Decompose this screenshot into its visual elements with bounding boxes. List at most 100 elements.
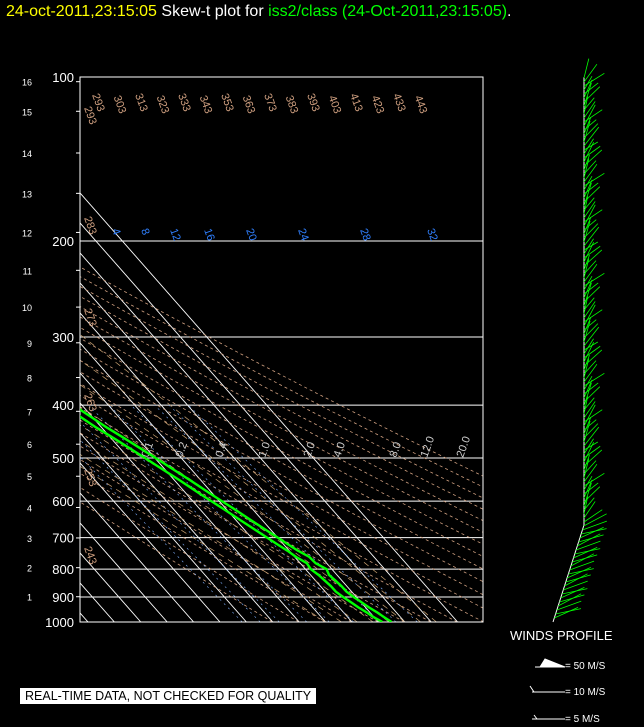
height-tick-label: 12 [22,228,32,238]
moist-adiabat [80,334,437,622]
dry-adiabat-label: 413 [347,92,365,113]
dry-adiabat-label: 443 [412,94,430,115]
wind-barb [583,454,590,471]
wind-barb [583,242,595,263]
dry-adiabat [80,501,273,622]
wind-barb [583,479,593,499]
isotherm [80,492,194,622]
wind-barb [583,254,590,271]
wind-barb [583,186,601,203]
title-end: . [507,3,512,20]
wind-barb [583,197,595,211]
wind-barb [582,520,607,531]
wind-barb [583,442,595,463]
wind-barb [583,420,591,443]
wind-barb [579,527,604,539]
wind-barb [583,441,599,451]
height-tick-label: 1 [27,593,32,603]
dry-adiabat [80,337,483,557]
winds-profile-axis [552,524,585,623]
wind-barb [566,567,591,579]
title-timestamp: 24-oct-2011,23:15:05 [6,3,157,20]
moist-adiabat [80,384,406,622]
qa-warning: REAL-TIME DATA, NOT CHECKED FOR QUALITY [20,688,317,704]
height-tick-label: 9 [27,339,32,349]
dry-adiabat-label: 433 [390,92,408,113]
dry-adiabat-label: 403 [326,94,344,115]
height-tick-label: 3 [27,534,32,544]
height-tick-label: 16 [22,78,32,88]
wind-barb [583,249,603,267]
wind-barb [583,120,591,143]
wind-barb [583,204,596,227]
height-tick-label: 14 [22,149,32,159]
wind-barb [583,97,595,111]
isotherm [80,372,300,622]
wind-barb [583,160,597,175]
wind-barb [583,338,594,355]
wind-barb [583,423,599,439]
mixing-ratio-label: 28 [357,227,372,243]
dry-adiabat-label: 353 [218,92,236,113]
wind-barb [583,241,599,251]
dry-adiabat [80,276,483,488]
dry-adiabat [80,472,326,622]
wind-barb [583,458,590,479]
wind-barb [583,63,598,83]
wind-barb [583,123,599,139]
mixing-ratio-label: 1.0 [257,441,274,459]
height-tick-label: 6 [27,440,32,450]
wind-barb [583,154,590,171]
dry-adiabat [80,432,405,622]
wind-barb [583,486,601,503]
mixing-ratio-label: 16 [201,227,216,243]
dry-adiabat-label: 383 [283,94,301,115]
dewpoint-trace [80,415,383,622]
wind-barb [583,175,593,191]
height-tick-label: 7 [27,407,32,417]
wind-barb [583,220,591,243]
wind-barb [583,260,597,275]
wind-barb [583,75,593,91]
mixing-ratio-label: 20.0 [455,435,474,459]
dry-adiabat [80,316,483,533]
mixing-ratio-line [168,404,397,622]
height-tick-label: 4 [27,503,32,513]
wind-barb [583,238,594,255]
mixing-ratio-line [108,404,330,622]
wind-barb [583,496,589,515]
pressure-tick-label: 900 [52,590,74,605]
isotherm [80,432,247,622]
mixing-ratio-label: 0.2 [174,441,191,459]
wind-barb [583,317,592,335]
pressure-tick-label: 100 [52,70,74,85]
isotherm [80,342,326,622]
dry-adiabat-label: 373 [261,92,279,113]
wind-barb [583,342,595,363]
height-tick-label: 2 [27,564,32,574]
mixing-ratio-label: 2.0 [302,441,319,459]
wind-key-5: = 5 M/S [565,714,600,725]
wind-barb [583,183,592,207]
height-tick-label: 5 [27,472,32,482]
dry-adiabat-label: 323 [154,94,172,115]
dry-adiabat-label: 303 [111,94,129,115]
wind-barb [583,226,600,247]
mixing-ratio-label: 12.0 [419,435,438,459]
mixing-ratio-label: 8.0 [388,441,405,459]
mixing-ratio-line [80,456,243,622]
moist-adiabat [80,424,374,622]
dry-adiabat-label: 363 [240,94,258,115]
height-tick-label: 13 [22,189,32,199]
wind-barb [583,509,603,523]
wind-barb [583,475,593,491]
mixing-ratio-label: 24 [295,227,310,243]
mixing-ratio-line [80,439,261,622]
dry-adiabat-label: 313 [132,92,150,113]
wind-barb [583,149,603,167]
winds-profile-panel [552,58,607,623]
wind-barb [583,138,594,155]
dry-adiabat [80,266,483,477]
wind-barb [583,397,595,411]
pressure-tick-label: 1000 [45,615,74,630]
